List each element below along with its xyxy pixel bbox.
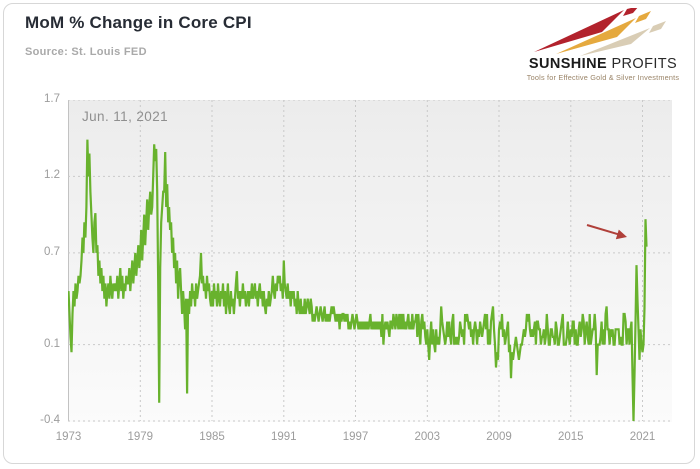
- y-tick-label: 0.1: [44, 337, 60, 350]
- y-tick-label: 1.7: [44, 93, 60, 105]
- x-tick-label: 1997: [342, 431, 369, 443]
- y-tick-label: 0.7: [44, 245, 60, 258]
- logo-brand-text: SUNSHINE PROFITS: [518, 56, 688, 72]
- x-tick-label: 1979: [127, 431, 154, 443]
- source-label: Source: St. Louis FED: [25, 46, 147, 58]
- sunshine-profits-logo: SUNSHINE PROFITS Tools for Effective Gol…: [518, 8, 688, 82]
- logo-arrows-icon: [534, 8, 666, 56]
- x-tick-label: 1991: [270, 431, 297, 443]
- date-annotation: Jun. 11, 2021: [82, 109, 169, 124]
- x-tick-label: 2003: [414, 431, 441, 443]
- x-tick-label: 2015: [557, 431, 584, 443]
- x-tick-label: 1973: [55, 431, 82, 443]
- y-tick-label: -0.4: [40, 414, 60, 426]
- page-title: MoM % Change in Core CPI: [25, 13, 252, 32]
- logo-tagline: Tools for Effective Gold & Silver Invest…: [526, 73, 680, 82]
- x-tick-label: 2009: [486, 431, 512, 443]
- logo-brand-light: PROFITS: [611, 56, 678, 72]
- x-tick-label: 2021: [629, 431, 656, 443]
- y-tick-label: 1.2: [44, 169, 60, 182]
- x-tick-label: 1985: [199, 431, 225, 443]
- cpi-line-chart: [68, 100, 672, 422]
- logo-brand-bold: SUNSHINE: [528, 56, 608, 72]
- cpi-line-series: [68, 139, 648, 422]
- annotation-arrow-icon: [586, 224, 627, 240]
- plot-area: [68, 100, 672, 422]
